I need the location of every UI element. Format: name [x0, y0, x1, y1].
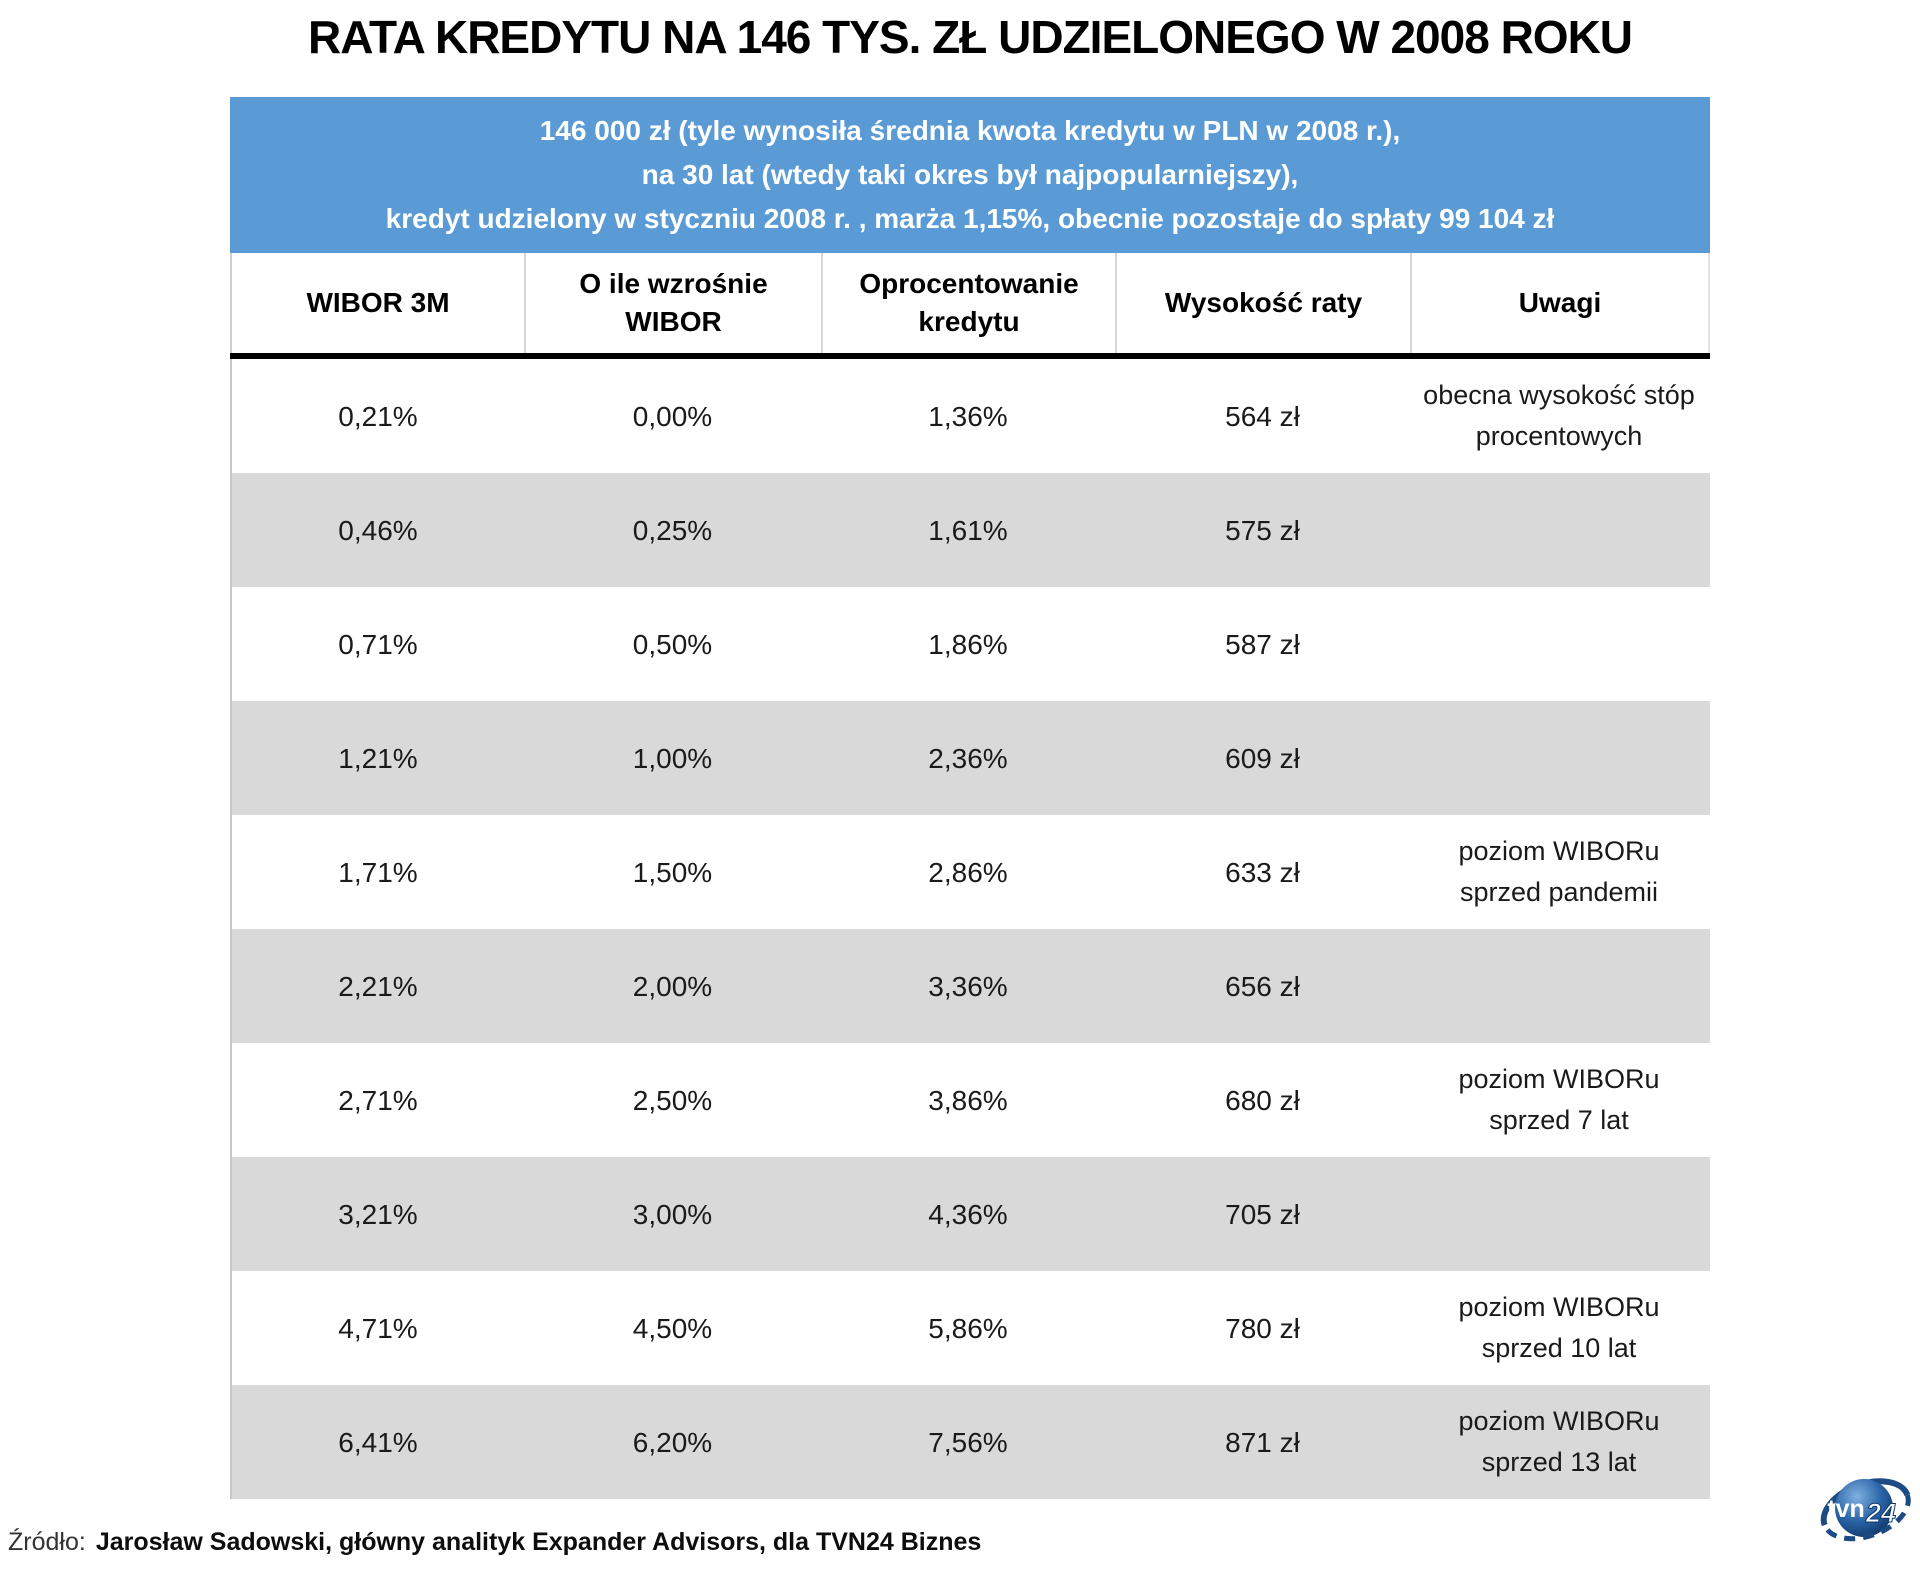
cell-uwagi	[1410, 473, 1708, 587]
cell-wysokosc-raty: 780 zł	[1225, 1312, 1300, 1344]
column-header-uwagi: Uwagi	[1410, 253, 1708, 353]
cell-wibor-wzrost: 1,50%	[632, 856, 713, 888]
cell-wibor-wzrost: 0,00%	[632, 400, 713, 432]
cell-wibor-wzrost: 0,25%	[632, 514, 713, 546]
cell-uwagi	[1410, 587, 1708, 701]
cell-oprocentowanie: 3,36%	[928, 970, 1008, 1002]
cell-wibor-3m: 1,21%	[338, 742, 418, 774]
cell-wibor-wzrost: 2,00%	[632, 970, 713, 1002]
cell-wysokosc-raty: 680 zł	[1225, 1084, 1300, 1116]
table-row: 0,71% 0,50% 1,86% 587 zł	[232, 587, 1710, 701]
table-row: 0,46% 0,25% 1,61% 575 zł	[232, 473, 1710, 587]
table-row: 6,41% 6,20% 7,56% 871 zł poziom WIBORu s…	[232, 1385, 1710, 1499]
table-row: 4,71% 4,50% 5,86% 780 zł poziom WIBORu s…	[232, 1271, 1710, 1385]
table-row: 3,21% 3,00% 4,36% 705 zł	[232, 1157, 1710, 1271]
cell-wibor-3m: 4,71%	[338, 1312, 418, 1344]
cell-wibor-3m: 2,21%	[338, 970, 418, 1002]
column-header-wysokosc-raty: Wysokość raty	[1115, 253, 1410, 353]
cell-oprocentowanie: 1,36%	[928, 400, 1008, 432]
table-row: 2,21% 2,00% 3,36% 656 zł	[232, 929, 1710, 1043]
cell-oprocentowanie: 2,86%	[928, 856, 1008, 888]
cell-wysokosc-raty: 564 zł	[1225, 400, 1300, 432]
cell-wibor-3m: 0,21%	[338, 400, 418, 432]
tvn24-logo: tvn 24	[1813, 1460, 1919, 1560]
cell-wysokosc-raty: 871 zł	[1225, 1426, 1300, 1458]
cell-oprocentowanie: 1,86%	[928, 628, 1008, 660]
cell-wibor-3m: 2,71%	[338, 1084, 418, 1116]
cell-wysokosc-raty: 575 zł	[1225, 514, 1300, 546]
cell-uwagi: poziom WIBORu sprzed 13 lat	[1458, 1406, 1660, 1477]
cell-uwagi	[1410, 1157, 1708, 1271]
cell-uwagi: obecna wysokość stóp procentowych	[1423, 380, 1695, 451]
banner-line-3: kredyt udzielony w styczniu 2008 r. , ma…	[385, 203, 1555, 234]
cell-wibor-wzrost: 0,50%	[632, 628, 713, 660]
source-text: Jarosław Sadowski, główny analityk Expan…	[95, 1528, 982, 1556]
cell-uwagi	[1410, 701, 1708, 815]
cell-oprocentowanie: 5,86%	[928, 1312, 1008, 1344]
cell-wibor-wzrost: 2,50%	[632, 1084, 713, 1116]
cell-wysokosc-raty: 656 zł	[1225, 970, 1300, 1002]
cell-uwagi	[1410, 929, 1708, 1043]
column-header-oprocentowanie: Oprocentowanie kredytu	[821, 253, 1115, 353]
cell-oprocentowanie: 4,36%	[928, 1198, 1008, 1230]
cell-oprocentowanie: 2,36%	[928, 742, 1008, 774]
column-header-wibor-3m: WIBOR 3M	[306, 287, 450, 318]
header-divider-line	[230, 353, 1710, 359]
cell-wibor-3m: 6,41%	[338, 1426, 418, 1458]
cell-wysokosc-raty: 587 zł	[1225, 628, 1300, 660]
banner-line-1: 146 000 zł (tyle wynosiła średnia kwota …	[539, 115, 1401, 146]
table-row: 1,71% 1,50% 2,86% 633 zł poziom WIBORu s…	[232, 815, 1710, 929]
cell-oprocentowanie: 3,86%	[928, 1084, 1008, 1116]
banner-line-2: na 30 lat (wtedy taki okres był najpopul…	[641, 159, 1299, 190]
cell-wibor-wzrost: 1,00%	[632, 742, 713, 774]
cell-wysokosc-raty: 609 zł	[1225, 742, 1300, 774]
table-row: 0,21% 0,00% 1,36% 564 zł obecna wysokość…	[232, 359, 1710, 473]
table-header-row: WIBOR 3M O ile wzrośnie WIBOR Oprocentow…	[230, 253, 1710, 353]
cell-wibor-3m: 0,71%	[338, 628, 418, 660]
cell-uwagi: poziom WIBORu sprzed pandemii	[1458, 836, 1660, 907]
cell-wibor-3m: 3,21%	[338, 1198, 418, 1230]
table-row: 1,21% 1,00% 2,36% 609 zł	[232, 701, 1710, 815]
cell-wysokosc-raty: 705 zł	[1225, 1198, 1300, 1230]
cell-uwagi: poziom WIBORu sprzed 7 lat	[1458, 1064, 1660, 1135]
assumptions-banner: 146 000 zł (tyle wynosiła średnia kwota …	[230, 97, 1710, 253]
cell-wibor-wzrost: 6,20%	[632, 1426, 713, 1458]
cell-wibor-wzrost: 3,00%	[632, 1198, 713, 1230]
logo-24-text: 24	[1865, 1498, 1896, 1528]
cell-wibor-3m: 0,46%	[338, 514, 418, 546]
cell-wibor-wzrost: 4,50%	[632, 1312, 713, 1344]
cell-oprocentowanie: 7,56%	[928, 1426, 1008, 1458]
loan-rate-table: 146 000 zł (tyle wynosiła średnia kwota …	[230, 97, 1710, 1499]
page-title: RATA KREDYTU NA 146 TYS. ZŁ UDZIELONEGO …	[307, 11, 1633, 63]
source-line: Źródło: Jarosław Sadowski, główny anality…	[8, 1528, 981, 1557]
cell-wibor-3m: 1,71%	[338, 856, 418, 888]
logo-tvn-text: tvn	[1827, 1495, 1865, 1523]
tvn24-logo-graphic: tvn 24	[1820, 1478, 1911, 1542]
table-body: 0,21% 0,00% 1,36% 564 zł obecna wysokość…	[230, 359, 1710, 1499]
cell-wysokosc-raty: 633 zł	[1225, 856, 1300, 888]
cell-oprocentowanie: 1,61%	[928, 514, 1008, 546]
column-header-wibor-wzrost: O ile wzrośnie WIBOR	[524, 253, 821, 353]
source-label: Źródło:	[8, 1528, 86, 1556]
cell-uwagi: poziom WIBORu sprzed 10 lat	[1458, 1292, 1660, 1363]
table-row: 2,71% 2,50% 3,86% 680 zł poziom WIBORu s…	[232, 1043, 1710, 1157]
